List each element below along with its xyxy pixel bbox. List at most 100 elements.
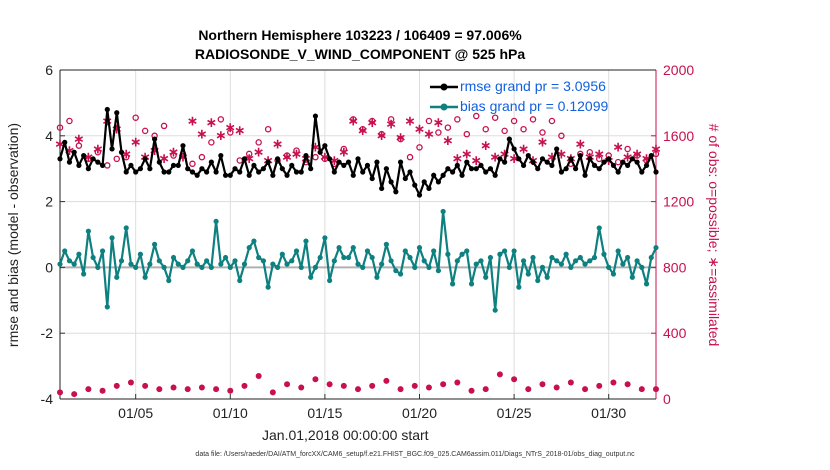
rmse-point — [587, 156, 593, 162]
obs-assimilated-marker: ∗ — [215, 128, 227, 144]
obs-assimilated-marker: ∗ — [234, 123, 246, 139]
obs-possible-marker — [406, 153, 414, 161]
bias-point — [502, 248, 508, 254]
bias-point — [90, 254, 96, 261]
bias-point — [639, 264, 645, 270]
obs-assimilated-marker: ∗ — [328, 153, 340, 169]
obs-assimilated-marker: ∗ — [612, 140, 624, 156]
rmse-point — [601, 159, 607, 165]
obs-possible-marker — [624, 145, 631, 153]
rmse-point — [128, 162, 134, 169]
bias-point — [222, 254, 229, 261]
rmse-point — [402, 175, 408, 182]
rmse-point — [260, 166, 266, 172]
obs-assimilated-marker: ∗ — [347, 113, 359, 129]
obs-assimilated-marker: ∗ — [593, 146, 605, 162]
y-tick-label-left: 2 — [45, 194, 53, 210]
obs-assimilated-marker: ∗ — [253, 145, 265, 161]
bias-point — [194, 261, 200, 267]
rmse-point — [218, 152, 224, 159]
obs-possible-marker — [264, 125, 272, 133]
obs-count-marker — [383, 377, 390, 384]
bias-point — [260, 258, 266, 264]
obs-assimilated-marker: ∗ — [470, 153, 482, 169]
obs-count-marker — [71, 391, 78, 398]
obs-count-marker — [468, 387, 475, 394]
obs-possible-marker — [359, 125, 366, 133]
bias-point — [246, 245, 252, 251]
bias-point — [175, 261, 181, 267]
obs-possible-marker — [56, 124, 64, 131]
rmse-point — [331, 169, 337, 175]
obs-possible-marker — [454, 116, 461, 123]
bias-point — [610, 271, 617, 277]
rmse-point — [643, 162, 650, 169]
rmse-point — [142, 156, 148, 162]
obs-assimilated-marker: ∗ — [480, 138, 492, 154]
obs-assimilated-marker: ∗ — [158, 151, 170, 167]
obs-possible-marker — [444, 124, 452, 131]
rmse-point — [185, 166, 191, 172]
bias-point — [251, 238, 257, 244]
rmse-point — [454, 162, 460, 169]
rmse-point — [303, 152, 309, 159]
rmse-point — [246, 172, 252, 178]
rmse-point — [62, 139, 68, 145]
rmse-point — [312, 113, 319, 119]
obs-possible-marker — [397, 135, 404, 143]
bias-point — [653, 245, 659, 251]
obs-possible-marker — [425, 117, 433, 125]
rmse-point — [208, 159, 214, 165]
bias-point — [85, 228, 91, 234]
bias-point — [312, 264, 319, 270]
obs-assimilated-marker: ∗ — [537, 135, 549, 151]
obs-count-marker — [369, 382, 376, 389]
obs-assimilated-marker: ∗ — [281, 150, 293, 166]
legend: rmse grand pr = 3.0956 bias grand pr = 0… — [428, 78, 646, 118]
rmse-point — [213, 169, 219, 175]
bias-point — [506, 264, 512, 270]
bias-point — [572, 258, 579, 264]
rmse-point — [383, 166, 389, 172]
rmse-point — [293, 169, 300, 175]
obs-possible-marker — [113, 155, 121, 163]
rmse-point — [568, 156, 574, 162]
rmse-point — [90, 156, 96, 162]
obs-possible-marker — [520, 125, 527, 133]
obs-assimilated-marker: ∗ — [243, 151, 255, 167]
x-axis-label: Jan.01,2018 00:00:00 start — [262, 427, 429, 443]
obs-possible-marker — [491, 114, 499, 121]
obs-possible-marker — [198, 153, 206, 161]
rmse-point — [582, 172, 588, 178]
obs-assimilated-marker: ∗ — [357, 123, 369, 139]
bias-point — [530, 254, 536, 261]
bias-point — [241, 261, 248, 267]
obs-assimilated-marker: ∗ — [508, 151, 520, 167]
plot-background — [60, 70, 656, 399]
bias-point — [303, 238, 309, 244]
rmse-point — [270, 172, 276, 178]
rmse-point — [180, 143, 186, 149]
bias-point — [582, 261, 588, 267]
rmse-point — [388, 179, 394, 185]
bias-point — [402, 248, 408, 254]
rmse-point — [279, 166, 285, 172]
legend-swatch-rmse — [430, 83, 458, 91]
obs-count-marker — [582, 386, 589, 393]
rmse-point — [539, 156, 546, 162]
rmse-point — [322, 143, 328, 149]
obs-count-marker — [596, 382, 603, 389]
bias-point — [341, 254, 347, 261]
obs-count-marker — [567, 379, 574, 386]
obs-assimilated-marker: ∗ — [574, 136, 586, 152]
rmse-point — [170, 162, 177, 169]
bias-point — [421, 258, 427, 264]
obs-assimilated-marker: ∗ — [499, 146, 511, 162]
obs-possible-marker — [416, 144, 423, 151]
obs-possible-marker — [435, 129, 442, 136]
obs-count-marker — [284, 381, 291, 388]
obs-possible-marker — [255, 139, 262, 146]
obs-possible-marker — [227, 129, 234, 136]
obs-count-marker — [184, 386, 191, 393]
obs-count-marker — [525, 386, 532, 393]
